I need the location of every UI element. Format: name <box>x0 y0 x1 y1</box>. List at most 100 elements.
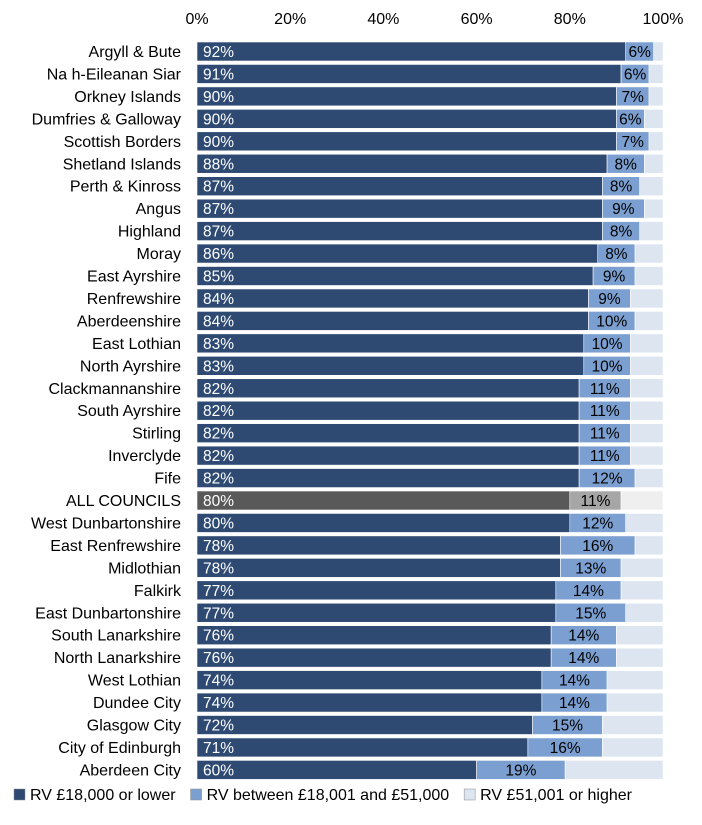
x-tick-label: 60% <box>461 11 493 28</box>
x-tick-label: 80% <box>554 11 586 28</box>
bar-segment <box>630 333 664 354</box>
data-label: 60% <box>203 762 234 779</box>
bar-segment <box>616 625 664 646</box>
data-label: 92% <box>203 44 234 61</box>
data-label: 74% <box>203 673 234 690</box>
bar-segment <box>634 266 664 286</box>
bar-segment <box>630 355 664 376</box>
bar-segment <box>634 468 664 488</box>
category-label: East Lothian <box>92 336 181 353</box>
x-axis-ticks: 0% 20% 40% 60% 80% 100% <box>185 11 683 28</box>
bar-segment <box>196 266 594 286</box>
legend-swatch <box>463 788 476 801</box>
category-label: Renfrewshire <box>87 291 181 308</box>
data-label: 10% <box>592 336 623 353</box>
data-label: 78% <box>203 538 234 555</box>
data-label: 87% <box>203 224 234 241</box>
data-label: 80% <box>203 493 234 510</box>
data-label: 6% <box>619 111 642 128</box>
category-label: Angus <box>136 201 181 218</box>
data-label: 80% <box>203 515 234 532</box>
legend: RV £18,000 or lower RV between £18,001 an… <box>13 787 633 804</box>
data-label: 10% <box>596 313 627 330</box>
bar-segment <box>196 647 552 668</box>
data-label: 71% <box>203 740 234 757</box>
category-label: South Ayrshire <box>77 403 181 420</box>
bar-segment <box>606 692 664 713</box>
data-label: 86% <box>203 246 234 263</box>
bar-segment <box>644 198 664 219</box>
data-label: 11% <box>580 493 610 510</box>
data-label: 82% <box>203 471 234 488</box>
bar-segment <box>648 86 664 107</box>
category-label: Moray <box>137 246 181 263</box>
data-label: 84% <box>203 291 234 308</box>
bar-segment <box>653 41 664 62</box>
bar-segment <box>196 423 580 443</box>
data-label: 90% <box>203 111 234 128</box>
bar-segment <box>196 109 617 129</box>
bar-segment <box>196 692 543 713</box>
bar-segment <box>196 64 622 84</box>
data-label: 14% <box>568 628 599 645</box>
bar-segment <box>196 333 585 354</box>
category-label: Scottish Borders <box>64 134 181 151</box>
bar-segment <box>564 760 664 780</box>
bar-segment <box>196 378 580 399</box>
bar-segment <box>648 64 664 84</box>
category-label: East Dunbartonshire <box>35 605 181 622</box>
data-label: 12% <box>592 471 623 488</box>
bar-segment <box>196 468 580 488</box>
bar-segment <box>620 490 664 511</box>
data-label: 11% <box>590 426 620 443</box>
category-label: West Dunbartonshire <box>31 515 181 532</box>
data-label: 11% <box>590 448 620 465</box>
bar-segment <box>644 153 664 174</box>
category-label: Fife <box>154 471 181 488</box>
data-label: 90% <box>203 89 234 106</box>
category-label: City of Edinburgh <box>58 740 181 757</box>
data-label: 14% <box>568 650 599 667</box>
bar-segment <box>648 131 664 152</box>
category-label: East Ayrshire <box>87 269 181 286</box>
data-label: 9% <box>598 291 621 308</box>
data-label: 8% <box>610 179 633 196</box>
bar-segment <box>620 558 664 578</box>
data-label: 6% <box>624 66 647 83</box>
bar-segment <box>630 288 664 309</box>
category-labels: Argyll & Bute Na h-Eileanan Siar Orkney Is… <box>31 44 182 779</box>
data-label: 16% <box>550 740 581 757</box>
data-label: 15% <box>552 718 583 735</box>
data-label: 6% <box>628 44 651 61</box>
data-label: 78% <box>203 560 234 577</box>
data-label: 87% <box>203 201 234 218</box>
bar-segment <box>634 311 664 331</box>
data-label: 9% <box>603 269 626 286</box>
bar-segment <box>634 243 664 264</box>
bar-segment <box>639 221 664 241</box>
data-label: 83% <box>203 336 234 353</box>
data-label: 8% <box>610 224 633 241</box>
bar-segment <box>196 625 552 646</box>
bar-segment <box>639 176 664 196</box>
bar-segment <box>634 535 664 556</box>
bar-segment <box>625 513 664 533</box>
bar-segment <box>196 602 557 623</box>
data-label: 11% <box>590 403 620 420</box>
data-label: 76% <box>203 650 234 667</box>
bar-segment <box>630 400 664 421</box>
bar-segment <box>630 445 664 466</box>
category-label: Glasgow City <box>87 718 181 735</box>
bar-segment <box>196 355 585 376</box>
bar-segment <box>196 670 543 690</box>
data-label: 91% <box>203 66 234 83</box>
data-label: 10% <box>592 358 623 375</box>
data-label: 14% <box>559 695 590 712</box>
bar-segment <box>196 737 529 758</box>
data-label: 74% <box>203 695 234 712</box>
bar-segment <box>196 445 580 466</box>
bar-segment <box>196 41 627 62</box>
legend-label: RV £18,000 or lower <box>30 787 176 804</box>
category-label: Orkney Islands <box>74 89 181 106</box>
